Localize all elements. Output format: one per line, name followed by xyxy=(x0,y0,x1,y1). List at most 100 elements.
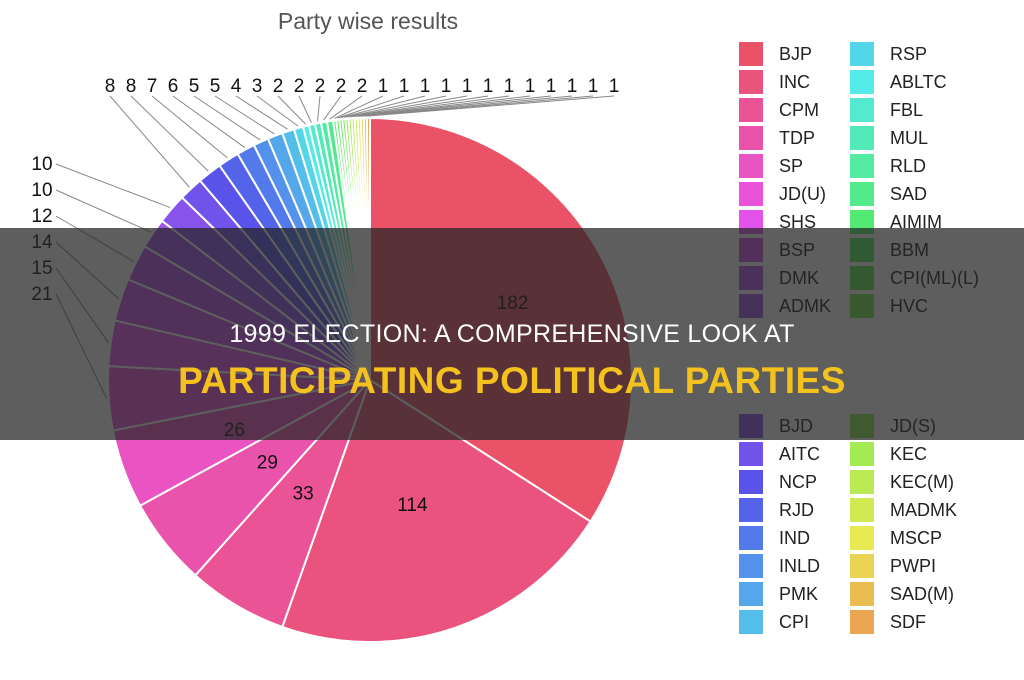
label-leader-line xyxy=(343,95,447,118)
legend-swatch xyxy=(850,70,874,94)
data-label: 1 xyxy=(609,76,620,97)
legend-label: SP xyxy=(779,156,804,176)
legend-label: RJD xyxy=(779,500,814,520)
data-label: 1 xyxy=(567,76,578,97)
data-label: 5 xyxy=(189,76,200,97)
label-leader-line xyxy=(55,189,152,233)
legend-swatch xyxy=(739,498,763,522)
legend-label: MSCP xyxy=(890,528,943,548)
legend-label: AITC xyxy=(779,444,821,464)
legend-item: SAD(M) xyxy=(850,580,954,608)
legend-swatch xyxy=(850,470,874,494)
legend-item: INC xyxy=(739,68,810,96)
data-label: 2 xyxy=(336,76,347,97)
legend-item: PWPI xyxy=(850,552,936,580)
data-label: 1 xyxy=(525,76,536,97)
label-leader-line xyxy=(349,95,489,118)
legend-item: AITC xyxy=(739,440,820,468)
banner-title: PARTICIPATING POLITICAL PARTIES xyxy=(178,360,846,401)
legend-item: KEC xyxy=(850,440,927,468)
legend-swatch xyxy=(850,126,874,150)
legend-item: PMK xyxy=(739,580,818,608)
legend-swatch xyxy=(739,470,763,494)
data-label: 1 xyxy=(441,76,452,97)
legend-label: JD(U) xyxy=(779,184,826,204)
data-label: 1 xyxy=(504,76,515,97)
legend-item: RSP xyxy=(850,40,927,68)
legend-label: PMK xyxy=(779,584,819,604)
legend-swatch xyxy=(850,442,874,466)
legend-swatch xyxy=(739,98,763,122)
data-label: 1 xyxy=(462,76,473,97)
pie-slice-sdf xyxy=(365,116,371,381)
data-label: 1 xyxy=(399,76,410,97)
label-leader-line xyxy=(130,95,209,172)
legend-label: MUL xyxy=(890,128,929,148)
legend-item: ABLTC xyxy=(850,68,947,96)
data-label: 8 xyxy=(126,76,137,97)
data-label: 10 xyxy=(31,154,52,175)
legend-swatch xyxy=(739,554,763,578)
data-label: 5 xyxy=(210,76,221,97)
legend-item: TDP xyxy=(739,124,815,152)
legend-item: MUL xyxy=(850,124,928,152)
legend-item: CPI xyxy=(739,608,809,636)
data-label: 2 xyxy=(294,76,305,97)
legend-label: SDF xyxy=(890,612,926,632)
legend-swatch xyxy=(739,526,763,550)
legend-item: SDF xyxy=(850,608,926,636)
legend-item: SAD xyxy=(850,180,927,208)
legend-item: KEC(M) xyxy=(850,468,954,496)
legend-label: KEC(M) xyxy=(890,472,954,492)
data-label: 33 xyxy=(293,484,314,505)
data-label: 2 xyxy=(315,76,326,97)
label-leader-line xyxy=(277,95,306,125)
legend-label: SAD(M) xyxy=(890,584,954,604)
legend-label: ABLTC xyxy=(890,72,947,92)
data-label: 1 xyxy=(546,76,557,97)
legend-swatch xyxy=(850,182,874,206)
legend-label: RSP xyxy=(890,44,928,64)
legend-item: FBL xyxy=(850,96,923,124)
label-leader-line xyxy=(337,95,405,119)
label-leader-line xyxy=(323,95,342,121)
legend-label: BJP xyxy=(779,44,813,64)
legend-item: AIMIM xyxy=(850,208,942,236)
legend-swatch xyxy=(850,154,874,178)
legend-swatch xyxy=(739,610,763,634)
label-leader-line xyxy=(317,95,321,122)
data-label: 1 xyxy=(378,76,389,97)
pie-slice-inc xyxy=(281,378,592,643)
data-label: 1 xyxy=(588,76,599,97)
label-leader-line xyxy=(235,95,288,130)
label-leader-line xyxy=(346,95,468,118)
legend-label: SAD xyxy=(890,184,928,204)
legend-swatch xyxy=(850,498,874,522)
data-label: 10 xyxy=(31,180,52,201)
legend-swatch xyxy=(739,42,763,66)
data-label: 12 xyxy=(31,206,52,227)
chart-title: Party wise results xyxy=(277,8,459,34)
legend-swatch xyxy=(850,98,874,122)
legend-label: SHS xyxy=(779,212,817,232)
legend-label: INC xyxy=(779,72,810,92)
legend-swatch xyxy=(850,582,874,606)
label-leader-line xyxy=(352,95,510,118)
legend-swatch xyxy=(739,442,763,466)
legend-label: KEC xyxy=(890,444,928,464)
legend-label: TDP xyxy=(779,128,815,148)
legend-item: SP xyxy=(739,152,803,180)
data-label: 1 xyxy=(420,76,431,97)
data-label: 6 xyxy=(168,76,179,97)
legend-item: IND xyxy=(739,524,810,552)
legend-label: AIMIM xyxy=(890,212,942,232)
data-label: 2 xyxy=(357,76,368,97)
legend-item: NCP xyxy=(739,468,817,496)
legend-label: CPI xyxy=(779,612,810,632)
label-leader-line xyxy=(329,95,363,120)
legend-swatch xyxy=(739,126,763,150)
label-leader-line xyxy=(334,95,384,119)
legend-swatch xyxy=(850,610,874,634)
label-leader-line xyxy=(172,95,246,148)
label-leader-line xyxy=(368,95,615,117)
